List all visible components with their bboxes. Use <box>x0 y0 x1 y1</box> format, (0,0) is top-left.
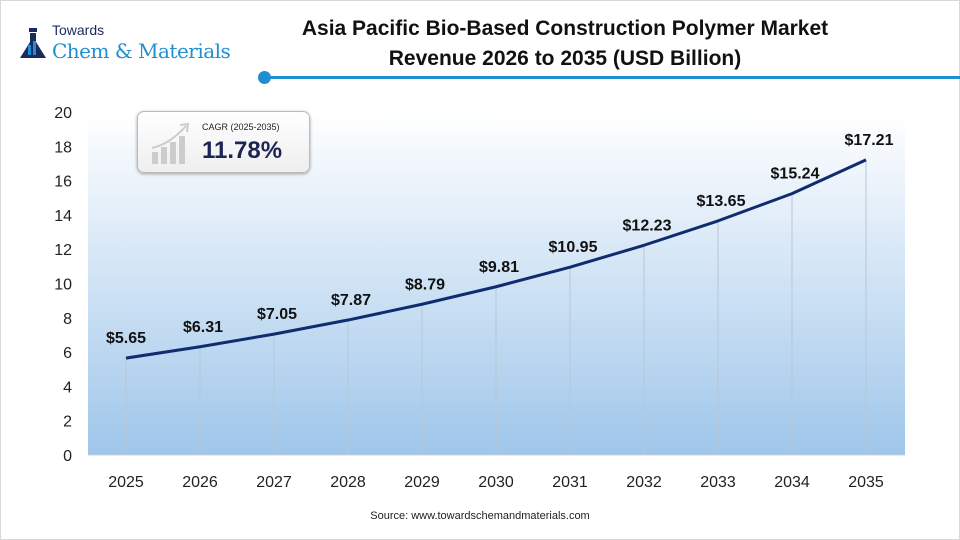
y-tick-label: 8 <box>63 311 72 328</box>
x-tick-label: 2027 <box>256 474 292 491</box>
x-tick-label: 2032 <box>626 474 662 491</box>
x-tick-label: 2035 <box>848 474 884 491</box>
cagr-value: 11.78% <box>202 137 283 164</box>
data-label: $9.81 <box>479 259 519 276</box>
title-rule-dot <box>258 71 271 84</box>
logo-brand: Chem & Materials <box>52 39 231 63</box>
title-rule <box>265 76 960 79</box>
y-tick-label: 10 <box>54 277 72 294</box>
series-line <box>125 158 867 360</box>
x-tick-label: 2030 <box>478 474 514 491</box>
flask-icon <box>20 28 46 58</box>
x-tick-label: 2034 <box>774 474 810 491</box>
data-label: $12.23 <box>623 217 672 234</box>
cagr-box: CAGR (2025-2035) 11.78% <box>137 111 310 173</box>
x-tick-label: 2029 <box>404 474 440 491</box>
y-tick-label: 4 <box>63 379 72 396</box>
data-label: $10.95 <box>549 239 598 256</box>
data-label: $6.31 <box>183 319 223 336</box>
data-label: $13.65 <box>697 193 746 210</box>
x-tick-label: 2031 <box>552 474 588 491</box>
logo-towards: Towards <box>52 22 105 38</box>
y-tick-label: 2 <box>63 414 72 431</box>
data-label: $7.05 <box>257 306 297 323</box>
y-tick-label: 16 <box>54 174 72 191</box>
y-tick-label: 12 <box>54 242 72 259</box>
cagr-label: CAGR (2025-2035) <box>202 122 280 132</box>
x-tick-label: 2026 <box>182 474 218 491</box>
x-tick-label: 2033 <box>700 474 736 491</box>
data-label: $8.79 <box>405 276 445 293</box>
y-tick-label: 0 <box>63 448 72 465</box>
y-tick-label: 18 <box>54 139 72 156</box>
y-tick-label: 6 <box>63 345 72 362</box>
y-tick-label: 14 <box>54 208 72 225</box>
x-tick-label: 2028 <box>330 474 366 491</box>
source-note: Source: www.towardschemandmaterials.com <box>370 510 590 522</box>
y-tick-label: 20 <box>54 105 72 122</box>
title-line-2: Revenue 2026 to 2035 (USD Billion) <box>388 47 742 70</box>
title-line-1: Asia Pacific Bio-Based Construction Poly… <box>301 17 829 40</box>
data-label: $7.87 <box>331 292 371 309</box>
data-label: $5.65 <box>106 330 146 347</box>
data-label: $15.24 <box>771 166 820 183</box>
chart-title: Asia Pacific Bio-Based Construction Poly… <box>230 14 900 74</box>
x-tick-label: 2025 <box>108 474 144 491</box>
data-label: $17.21 <box>845 132 894 149</box>
growth-chart-icon <box>151 122 190 164</box>
